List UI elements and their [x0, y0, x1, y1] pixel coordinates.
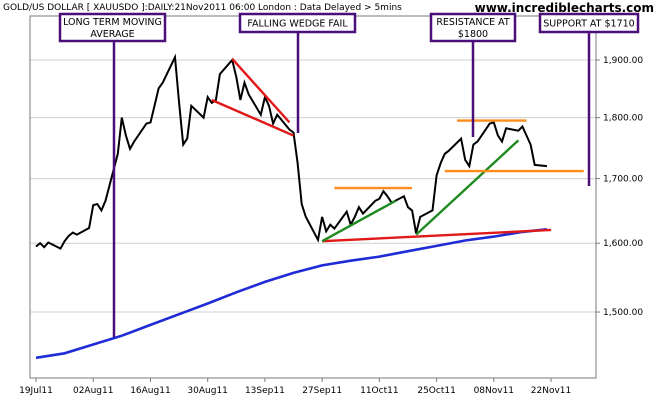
annotation-support: SUPPORT AT $1710 [538, 12, 640, 186]
price-line [35, 53, 547, 250]
annotation-box [58, 12, 167, 43]
x-tick-label: 19Jul11 [19, 386, 53, 396]
x-tick-label: 30Aug11 [187, 386, 227, 396]
x-tick-label: 11Oct11 [360, 386, 398, 396]
x-axis: 19Jul11 02Aug11 16Aug11 30Aug11 13Sep11 27Sep… [19, 378, 571, 396]
x-tick-label: 16Aug11 [130, 386, 170, 396]
annotation-resistance: RESISTANCE AT $1800 [429, 12, 517, 137]
watermark: www.incrediblecharts.com [475, 1, 654, 15]
y-tick-label: 1,600.00 [603, 239, 643, 249]
annotation-line: $1800 [458, 29, 488, 40]
grid [30, 59, 596, 313]
x-tick-label: 22Nov11 [531, 386, 571, 396]
y-tick-label: 1,700.00 [603, 175, 643, 185]
annotation-line: FALLING WEDGE FAIL [247, 19, 348, 30]
annotation-line: LONG TERM MOVING [63, 17, 162, 28]
x-tick-label: 27Sep11 [302, 386, 342, 396]
drawn-line-green-1 [321, 199, 397, 243]
x-tick-label: 25Oct11 [417, 386, 455, 396]
drawn-line-wedge-upper [231, 58, 291, 124]
annotation-falling-wedge: FALLING WEDGE FAIL [238, 12, 357, 133]
annotation-line: RESISTANCE AT [436, 17, 510, 28]
chart-title: GOLD/US DOLLAR [ XAUUSDO ]:DAILY:21Nov20… [3, 3, 402, 13]
drawn-line-green-2 [415, 139, 520, 236]
annotation-long-term-moving-average: LONG TERM MOVING AVERAGE [58, 12, 167, 337]
annotation-line: SUPPORT AT $1710 [543, 19, 634, 30]
y-tick-label: 1,900.00 [603, 56, 643, 66]
moving-average-line [35, 228, 548, 360]
x-tick-label: 13Sep11 [245, 386, 285, 396]
x-tick-label: 08Nov11 [474, 386, 514, 396]
y-tick-label: 1,500.00 [603, 308, 643, 318]
drawn-line-support-trend [322, 228, 552, 243]
y-axis: 1,500.00 1,600.00 1,700.00 1,800.00 1,900.00 [596, 56, 643, 318]
drawn-line-wedge-lower [211, 98, 294, 137]
annotation-box [429, 12, 517, 43]
drawn-lines [211, 58, 584, 243]
annotation-line: AVERAGE [90, 29, 134, 40]
y-tick-label: 1,800.00 [603, 114, 643, 124]
x-tick-label: 02Aug11 [73, 386, 113, 396]
